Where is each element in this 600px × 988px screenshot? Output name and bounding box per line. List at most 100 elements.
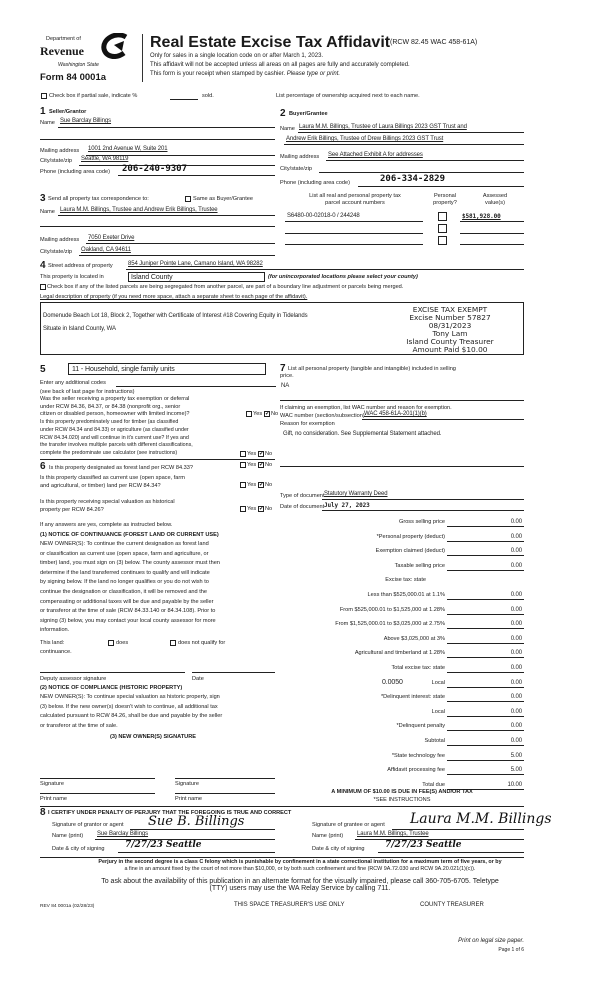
exemption-yes-checkbox[interactable] — [246, 411, 252, 417]
text-line: complete the predominate use calculator … — [40, 450, 178, 457]
same-as-buyer-checkbox[interactable] — [185, 196, 191, 202]
correspondence-name-line-2[interactable] — [40, 226, 275, 227]
tax-row-value[interactable]: 0.00 — [510, 738, 522, 744]
personal-property-checkbox[interactable] — [438, 212, 447, 221]
grantee-signature-field[interactable]: Laura M.M. Billings — [410, 811, 552, 827]
grantee-date-label: Date & city of signing — [312, 846, 365, 852]
text-line: and agricultural, or timber) land per RC… — [40, 483, 161, 489]
tax-row-value[interactable]: 0.00 — [510, 519, 522, 525]
timber-no-checkbox[interactable] — [258, 450, 264, 457]
assessed-value-field[interactable] — [460, 233, 524, 234]
current-use-question: Is this property classified as current u… — [40, 474, 185, 490]
buyer-phone-field[interactable]: 206-334-2829 — [380, 174, 446, 184]
stamp-amount: Amount Paid $10.00 — [390, 345, 510, 355]
assessed-value-field[interactable]: $581,928.00 — [462, 213, 501, 220]
tax-row-label: Total due — [422, 781, 445, 788]
grantor-date-field[interactable]: 7/27/23 Seattle — [125, 840, 202, 850]
doc-date-field[interactable]: July 27, 2023 — [324, 502, 370, 509]
seller-city-field[interactable]: Seattle, WA 98119 — [81, 156, 129, 162]
grantor-name-field[interactable]: Sue Barclay Billings — [97, 831, 149, 837]
tax-row-value[interactable]: 0.00 — [510, 635, 522, 642]
tax-row-value[interactable]: 0.00 — [510, 694, 522, 701]
street-address-field[interactable]: 854 Juniper Pointe Lane, Camano Island, … — [128, 261, 263, 267]
seller-name-line-2[interactable] — [40, 139, 275, 140]
tax-row-value[interactable]: 0.00 — [510, 606, 522, 613]
buyer-city-field[interactable] — [319, 172, 524, 173]
exemption-question: Was the seller receiving a property tax … — [40, 396, 190, 419]
tax-row-value[interactable]: 0.00 — [510, 592, 522, 598]
tax-row-label: Taxable selling price — [394, 562, 445, 569]
partial-percent-field[interactable] — [170, 99, 198, 100]
local-rate: 0.0050 — [382, 678, 403, 686]
text-line: Is this property classified as current u… — [40, 475, 185, 481]
segregated-label: Check box if any of the listed parcels a… — [47, 284, 404, 290]
county-note: (for unincorporated locations please sel… — [268, 274, 418, 280]
buyer-mailing-field[interactable]: See Attached Exhibit A for addresses — [328, 152, 423, 158]
tax-row-value[interactable]: 0.00 — [510, 533, 522, 540]
current-use-no-checkbox[interactable] — [258, 481, 264, 488]
deputy-date-field[interactable] — [192, 672, 275, 673]
parcel-number-field[interactable]: S6480-00-02018-0 / 244248 — [287, 213, 360, 219]
reason-field[interactable]: Gift, no consideration. See Supplemental… — [283, 431, 442, 437]
buyer-name-field-2[interactable]: Andrew Erik Billings, Trustee of Drew Bi… — [286, 136, 444, 142]
form-title: Real Estate Excise Tax Affidavit — [150, 34, 391, 51]
additional-codes-field[interactable] — [116, 386, 276, 387]
historic-no-checkbox[interactable] — [258, 505, 264, 512]
signature-label-2: Signature — [175, 781, 199, 787]
new-owner-signature-field-2[interactable] — [175, 778, 275, 779]
correspondence-mailing-field[interactable]: 7050 Exeter Drive — [88, 235, 135, 241]
tax-row-value[interactable]: 0.00 — [510, 723, 522, 730]
historic-yes-checkbox[interactable] — [240, 506, 246, 512]
text-line: NEW OWNER(S): To continue special valuat… — [40, 694, 220, 700]
legal-description-label: Legal description of property (if you ne… — [40, 294, 308, 300]
personal-property-checkbox[interactable] — [438, 224, 447, 233]
personal-property-field[interactable]: NA — [281, 383, 290, 389]
buyer-name-field-1[interactable]: Laura M.M. Billings, Trustee of Laura Bi… — [299, 124, 467, 130]
correspondence-name-field[interactable]: Laura M.M. Billings, Trustee and Andrew … — [60, 207, 218, 213]
parcel-number-field[interactable] — [285, 233, 423, 234]
assessed-value-field[interactable] — [460, 244, 524, 245]
minimum-due-note: A MINIMUM OF $10.00 IS DUE IN FEE(S) AND… — [331, 789, 473, 795]
tax-row-value[interactable]: 5.00 — [510, 767, 522, 774]
tax-row-value[interactable]: 0.00 — [510, 708, 522, 715]
current-use-yes-checkbox[interactable] — [240, 482, 246, 488]
forest-yes-checkbox[interactable] — [240, 462, 246, 468]
new-owner-signature-field-1[interactable] — [40, 778, 155, 779]
tax-row-value[interactable]: 0.00 — [510, 650, 522, 657]
county-select[interactable]: Island County — [128, 272, 265, 282]
exemption-no-checkbox[interactable] — [264, 410, 270, 417]
tax-row-value[interactable]: 10.00 — [507, 781, 522, 788]
tax-row-value[interactable]: 0.00 — [510, 679, 522, 686]
does-not-qualify-checkbox[interactable] — [170, 640, 176, 646]
parcel-number-field[interactable] — [285, 244, 423, 245]
grantee-date-field[interactable]: 7/27/23 Seattle — [385, 840, 462, 850]
forest-no-checkbox[interactable] — [258, 461, 264, 468]
new-owner-print-name-1[interactable] — [40, 793, 155, 794]
correspondence-city-field[interactable]: Oakland, CA 94611 — [81, 247, 131, 253]
timber-yes-checkbox[interactable] — [240, 451, 246, 457]
partial-sale-checkbox[interactable] — [41, 93, 47, 99]
seller-mailing-field[interactable]: 1001 2nd Avenue W, Suite 201 — [88, 146, 168, 152]
land-use-code-select[interactable]: 11 - Household, single family units — [68, 363, 266, 375]
seller-phone-field[interactable]: 206-240-9307 — [122, 164, 188, 174]
does-qualify-checkbox[interactable] — [108, 640, 114, 646]
grantor-signature-field[interactable]: Sue B. Billings — [148, 814, 245, 829]
tax-row-value[interactable]: 0.00 — [510, 548, 522, 555]
deputy-date-label: Date — [192, 676, 204, 682]
segregated-checkbox[interactable] — [40, 284, 46, 290]
notice-continuance-text: NEW OWNER(S): To continue the current de… — [40, 540, 220, 636]
see-instructions-note: *SEE INSTRUCTIONS — [373, 797, 431, 803]
text-line: or classification as current use (open s… — [40, 550, 209, 557]
wac-field[interactable]: WAC 458-61A-201(1)(b) — [364, 411, 427, 417]
grantee-name-field[interactable]: Laura M.M. Billings, Trustee — [357, 831, 429, 837]
doc-type-field[interactable]: Statutory Warranty Deed — [324, 491, 388, 497]
tax-row-value[interactable]: 5.00 — [510, 752, 522, 759]
deputy-signature-field[interactable] — [40, 672, 185, 673]
new-owner-print-name-2[interactable] — [175, 793, 275, 794]
legal-description-field[interactable] — [40, 302, 524, 355]
personal-property-checkbox[interactable] — [438, 236, 447, 245]
tax-row-value[interactable]: 0.00 — [510, 665, 522, 671]
tax-row-value[interactable]: 0.00 — [510, 562, 522, 569]
seller-name-field[interactable]: Sue Barclay Billings — [60, 118, 112, 124]
tax-row-value[interactable]: 0.00 — [510, 621, 522, 628]
